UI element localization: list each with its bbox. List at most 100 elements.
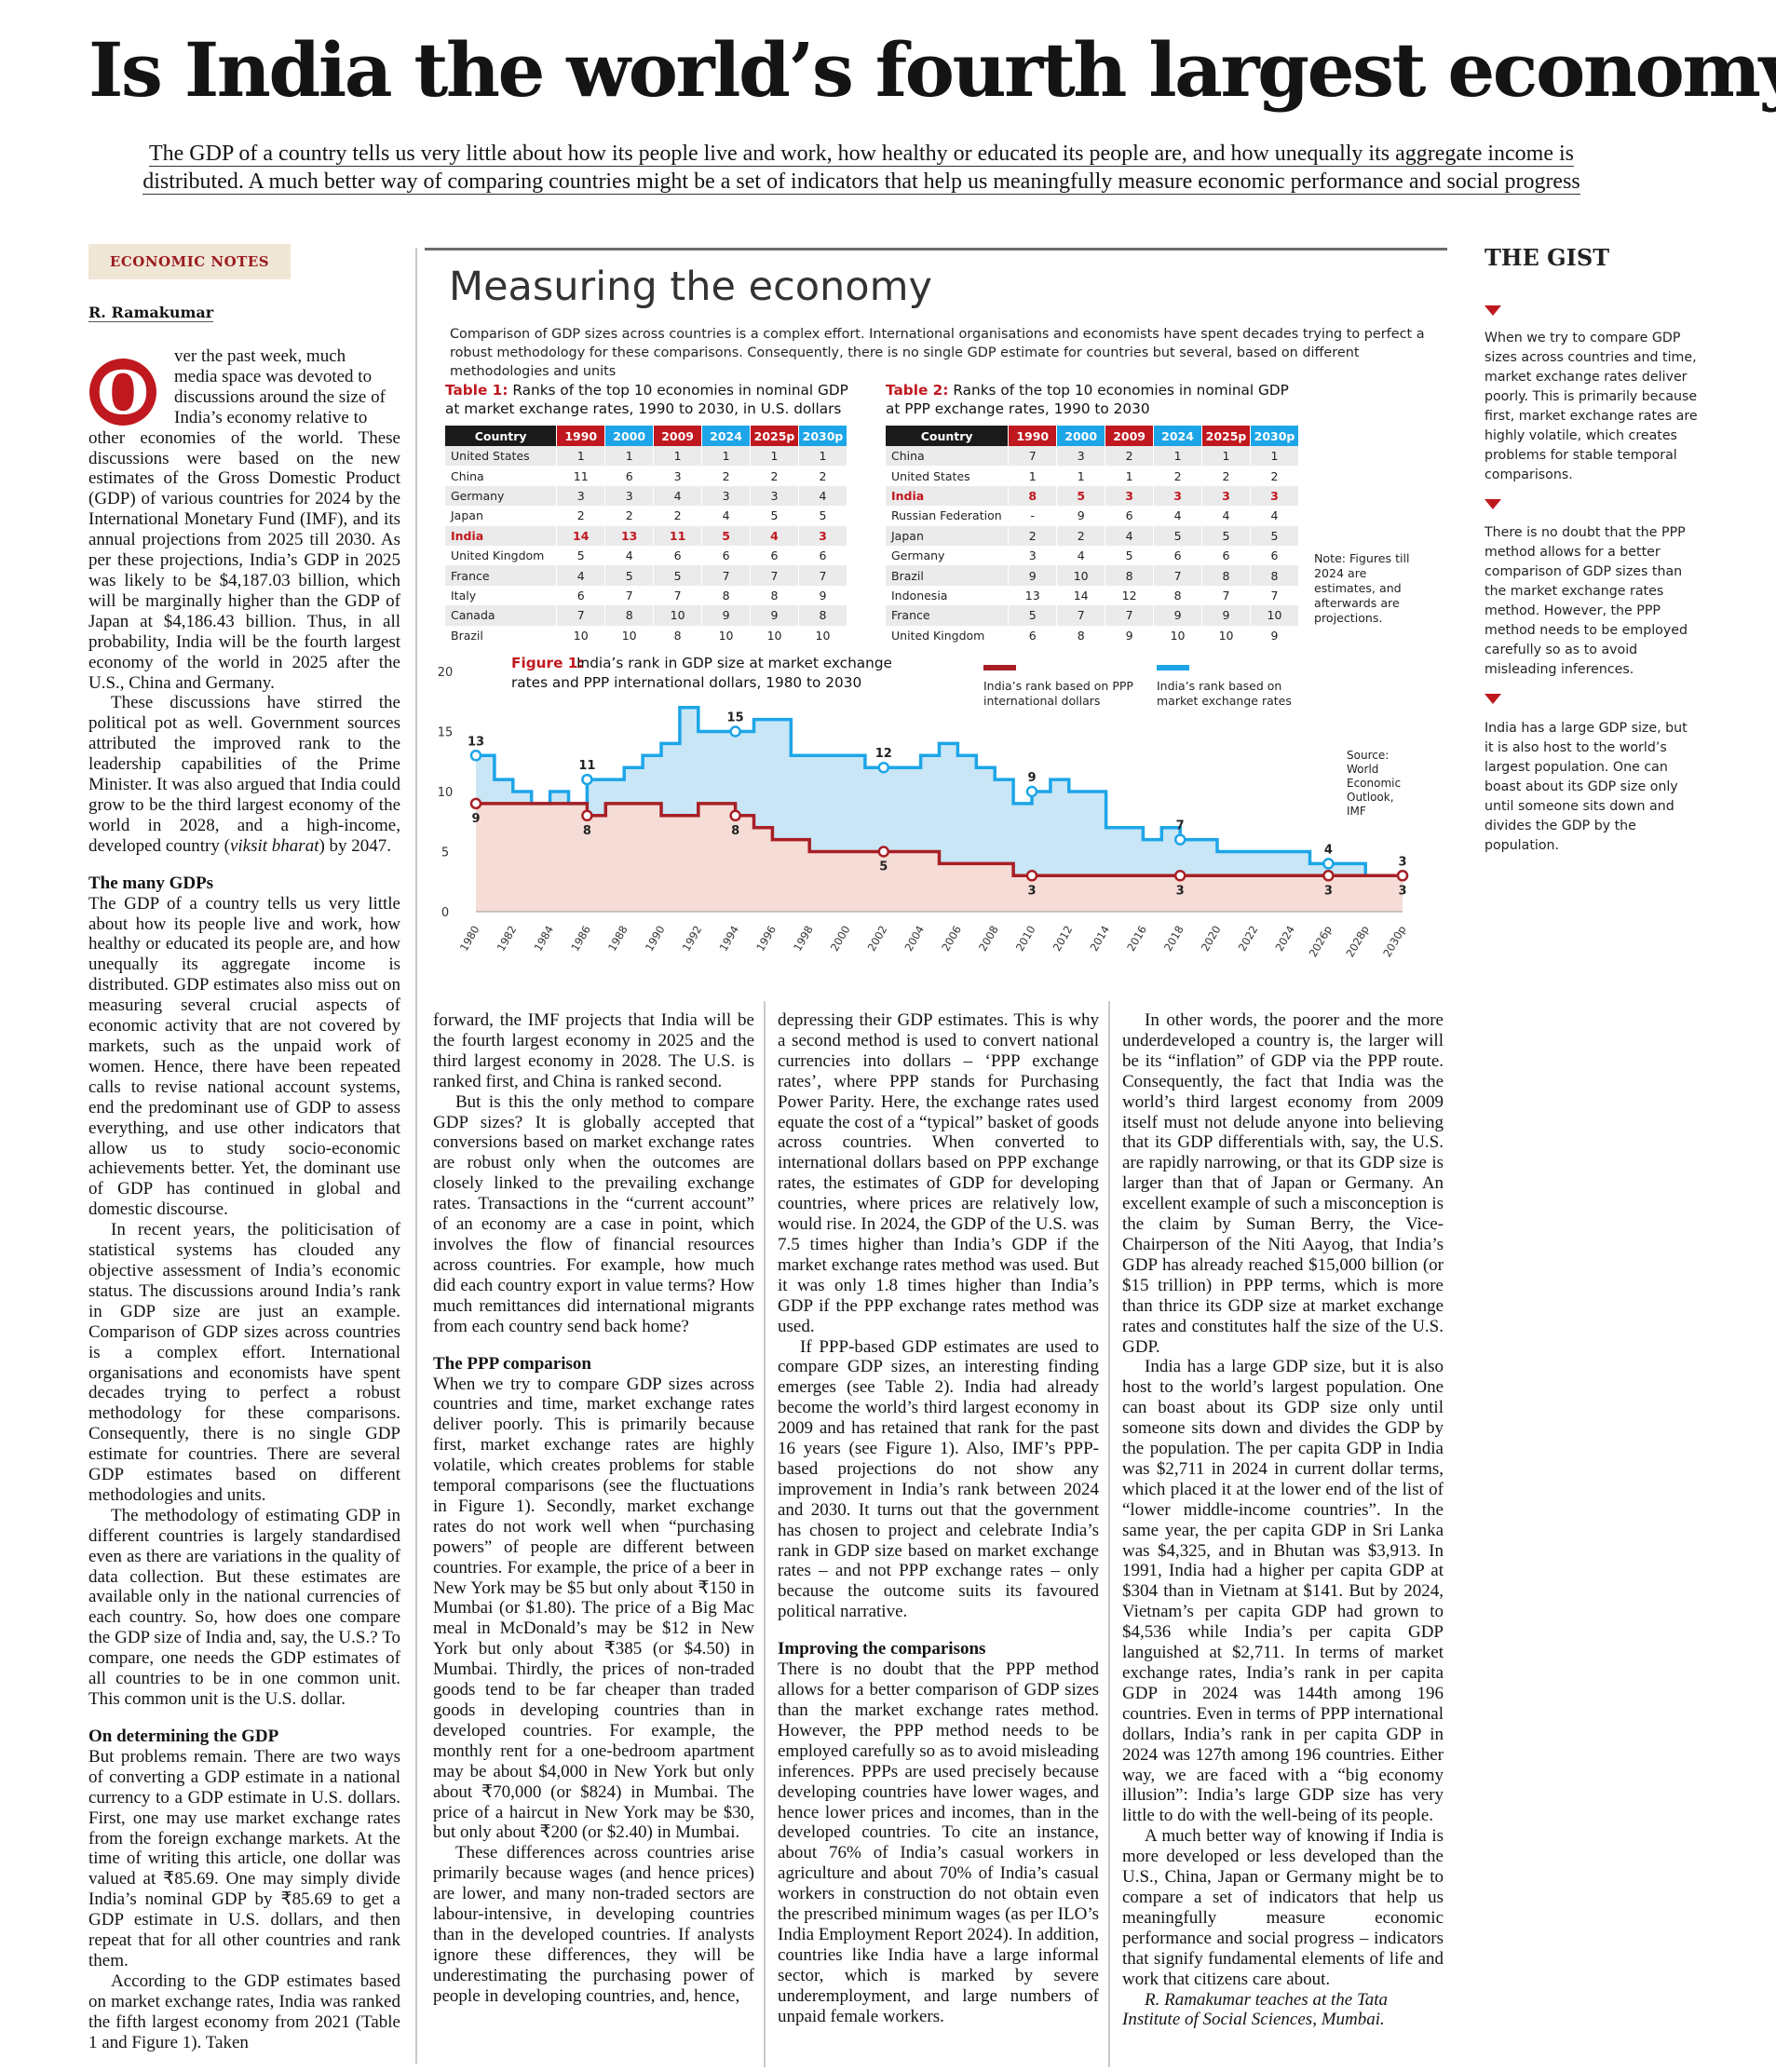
- rank-cell: 6: [556, 585, 606, 606]
- rank-cell: 10: [653, 605, 703, 626]
- rank-cell: 8: [604, 605, 655, 626]
- rank-cell: 3: [1250, 485, 1299, 507]
- paragraph: When we try to compare GDP sizes across …: [433, 1374, 754, 1843]
- gist-bullet-icon: [1485, 305, 1501, 316]
- column-rule: [1108, 1001, 1110, 2067]
- rank-cell: 9: [750, 605, 799, 626]
- chart-source-line: Source:: [1347, 749, 1389, 762]
- data-label: 8: [583, 824, 591, 838]
- data-point-marker: [877, 761, 890, 774]
- rank-cell: 9: [1008, 565, 1058, 586]
- data-label: 3: [1324, 884, 1333, 898]
- data-point-marker: [469, 797, 482, 810]
- gist-item: When we try to compare GDP sizes across …: [1485, 331, 1698, 482]
- article-column-1: ver the past week, much media space was …: [88, 346, 400, 2067]
- table1-row: Brazil 10 10 8 10 10 10: [445, 625, 847, 645]
- table1-row: Germany 3 3 4 3 3 4: [445, 485, 847, 507]
- rank-cell: 10: [1201, 625, 1251, 645]
- rank-cell: 8: [1250, 565, 1299, 586]
- chart-source-line: Outlook,: [1347, 791, 1394, 804]
- standfirst: The GDP of a country tells us very littl…: [121, 140, 1602, 196]
- rank-cell: 6: [604, 466, 655, 486]
- table2-row: Brazil 9 10 8 7 8 8: [886, 565, 1299, 586]
- table2-row: United States 1 1 1 2 2 2: [886, 466, 1299, 486]
- data-point-marker: [877, 846, 890, 858]
- rank-cell: 3: [750, 485, 799, 507]
- drop-cap: O: [89, 359, 156, 428]
- rank-cell: 6: [1105, 506, 1155, 526]
- table1-row: United Kingdom 5 4 6 6 6 6: [445, 545, 847, 566]
- data-point-marker: [1025, 870, 1038, 882]
- rank-cell: 3: [604, 485, 655, 507]
- x-tick-label: 2010: [1013, 924, 1038, 954]
- table1-row: United States 1 1 1 1 1 1: [445, 446, 847, 467]
- table2-row: Indonesia 13 14 12 8 7 7: [886, 585, 1299, 606]
- x-tick-label: 2020: [1199, 924, 1224, 954]
- x-tick-label: 1990: [643, 924, 668, 954]
- rank-cell: 7: [1250, 585, 1299, 606]
- rank-cell: 6: [750, 545, 799, 566]
- rank-cell: 5: [653, 565, 703, 586]
- rank-cell: 1: [1008, 466, 1058, 486]
- chart-source-line: World: [1347, 763, 1378, 776]
- x-tick-label: 2026p: [1307, 924, 1335, 960]
- rank-cell: 4: [750, 525, 799, 546]
- rank-cell: 4: [1105, 525, 1155, 546]
- rank-cell: 8: [750, 585, 799, 606]
- table2-header-year: 1990: [1008, 426, 1058, 446]
- rank-cell: 3: [1008, 545, 1058, 566]
- rank-cell: 7: [798, 565, 847, 586]
- rank-cell: 11: [653, 525, 703, 546]
- x-tick-label: 2002: [865, 924, 890, 954]
- table-note: Note: Figures till 2024 are estimates, a…: [1314, 551, 1410, 625]
- x-tick-label: 1998: [791, 924, 816, 954]
- rank-cell: 9: [1105, 625, 1155, 645]
- paragraph: But problems remain. There are two ways …: [88, 1746, 400, 1970]
- byline: R. Ramakumar: [88, 304, 214, 322]
- rank-cell: 2: [798, 466, 847, 486]
- table2-header-year: 2030p: [1250, 426, 1299, 446]
- rank-cell: 1: [1250, 446, 1299, 467]
- data-label: 8: [731, 824, 739, 838]
- rank-cell: 6: [798, 545, 847, 566]
- rank-cell: 3: [701, 485, 752, 507]
- rank-cell: 3: [1056, 446, 1106, 467]
- para-lead-4: India’s economy relative to: [174, 407, 368, 427]
- data-point-marker: [1173, 833, 1186, 846]
- rank-cell: 1: [798, 446, 847, 467]
- gist-bullet-icon: [1485, 499, 1501, 509]
- table1-row: Japan 2 2 2 4 5 5: [445, 506, 847, 526]
- data-label: 12: [875, 747, 892, 761]
- gist-item: India has a large GDP size, but it is al…: [1485, 721, 1688, 853]
- country-cell: United States: [886, 466, 1010, 486]
- data-label: 15: [727, 711, 744, 725]
- x-tick-label: 2014: [1087, 924, 1112, 954]
- table1-header-year: 2025p: [750, 426, 799, 446]
- article-column-3: depressing their GDP estimates. This is …: [778, 1010, 1099, 2067]
- x-tick-label: 1986: [568, 924, 593, 954]
- table2-header-year: 2000: [1056, 426, 1106, 446]
- rank-cell: -: [1008, 506, 1058, 526]
- rank-cell: 2: [1201, 466, 1251, 486]
- rank-cell: 4: [701, 506, 752, 526]
- data-point-marker: [1173, 870, 1186, 882]
- table2-header-country: Country: [886, 426, 1010, 446]
- italic-term: viksit bharat: [229, 835, 319, 856]
- para-lead-1: ver the past week, much: [174, 346, 346, 366]
- country-cell: Brazil: [445, 625, 558, 645]
- table1-header-country: Country: [445, 426, 558, 446]
- rank-cell: 2: [750, 466, 799, 486]
- rank-cell: 13: [604, 525, 655, 546]
- rank-cell: 4: [1153, 506, 1203, 526]
- x-tick-label: 2006: [939, 924, 964, 954]
- table1-header-year: 2000: [604, 426, 655, 446]
- rank-cell: 8: [1153, 585, 1203, 606]
- paragraph: These differences across countries arise…: [433, 1843, 754, 2006]
- drop-cap-letter: O: [97, 359, 149, 428]
- chart-source-line: Economic: [1347, 777, 1401, 790]
- subhead-determining-gdp: On determining the GDP: [88, 1726, 279, 1746]
- rank-cell: 10: [1250, 605, 1299, 626]
- column-rule: [764, 1001, 766, 2067]
- line-market-rank: [476, 705, 1403, 878]
- rank-cell: 4: [1201, 506, 1251, 526]
